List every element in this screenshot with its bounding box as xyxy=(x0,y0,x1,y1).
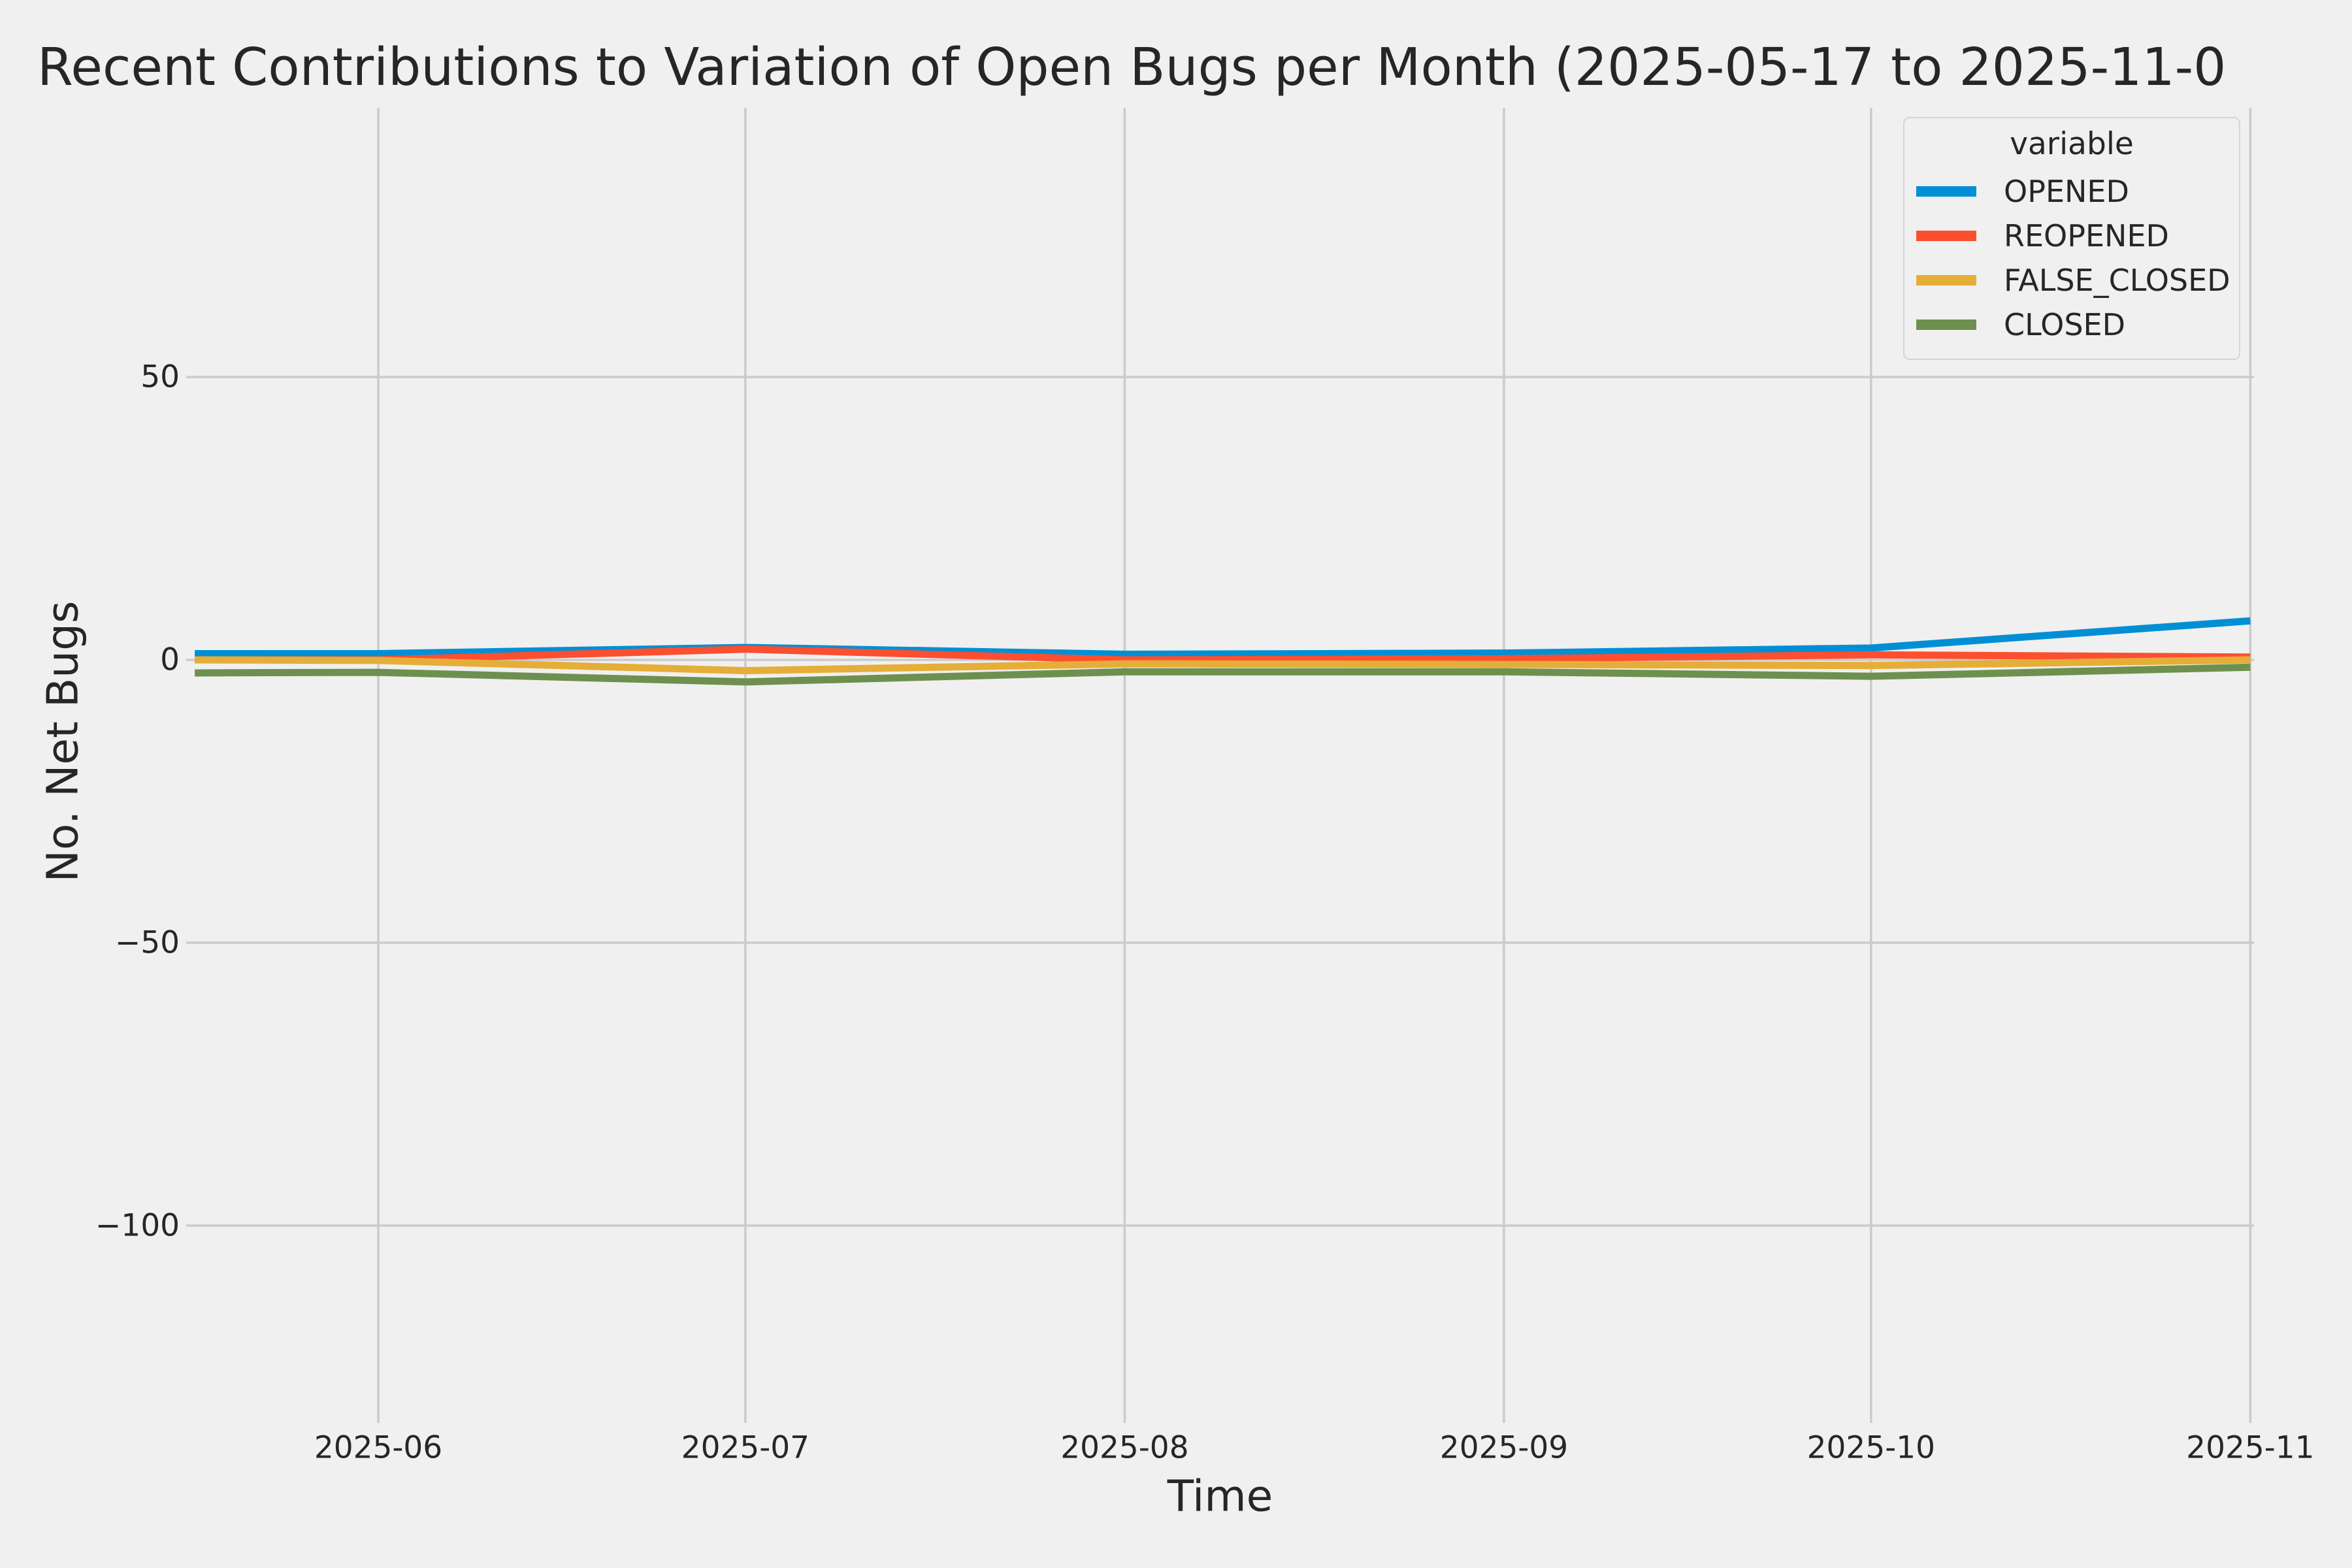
line-series-closed xyxy=(195,663,2251,686)
legend-entry-reopened: REOPENED xyxy=(1904,214,2239,258)
legend-label-false-closed: FALSE_CLOSED xyxy=(2004,263,2230,298)
x-tick-label-2025-10: 2025-10 xyxy=(1806,1429,1936,1466)
legend-label-closed: CLOSED xyxy=(2004,307,2125,342)
x-axis-label: Time xyxy=(1167,1471,1273,1522)
legend-swatch-opened xyxy=(1916,186,1976,197)
x-tick-label-2025-09: 2025-09 xyxy=(1439,1429,1569,1466)
legend-entry-false-closed: FALSE_CLOSED xyxy=(1904,258,2239,302)
x-tick-label-2025-06: 2025-06 xyxy=(314,1429,443,1466)
x-tick-label-2025-07: 2025-07 xyxy=(681,1429,810,1466)
line-series-opened xyxy=(195,617,2251,658)
x-tick-label-2025-11: 2025-11 xyxy=(2186,1429,2315,1466)
line-series-false_closed xyxy=(195,656,2251,674)
legend-entry-closed: CLOSED xyxy=(1904,302,2239,347)
legend-swatch-closed xyxy=(1916,319,1976,330)
legend-label-reopened: REOPENED xyxy=(2004,218,2169,253)
legend-entry-opened: OPENED xyxy=(1904,169,2239,214)
chart-title: Recent Contributions to Variation of Ope… xyxy=(37,37,2227,97)
y-tick-label-50: 50 xyxy=(140,359,180,395)
legend-title: variable xyxy=(2010,126,2134,162)
legend-label-opened: OPENED xyxy=(2004,174,2129,209)
y-tick-label-neg100: −100 xyxy=(95,1207,180,1244)
y-tick-label-0: 0 xyxy=(160,642,180,678)
legend-swatch-reopened xyxy=(1916,231,1976,241)
x-tick-label-2025-08: 2025-08 xyxy=(1060,1429,1189,1466)
legend-box: variable OPENED REOPENED FALSE_CLOSED CL… xyxy=(1903,117,2240,360)
y-tick-label-neg50: −50 xyxy=(114,924,180,961)
y-axis-label: No. Net Bugs xyxy=(37,600,88,883)
legend-swatch-false-closed xyxy=(1916,275,1976,286)
